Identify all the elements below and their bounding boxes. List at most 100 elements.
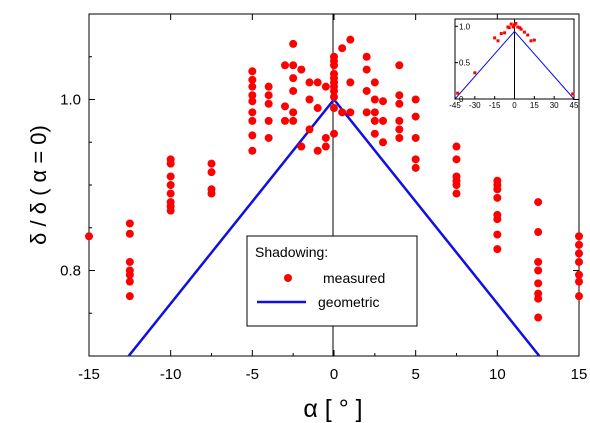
measured-point [370,78,379,87]
measured-point [362,65,371,74]
measured-point [452,155,461,164]
inset-measured-point [507,26,511,30]
x-tick-label: 15 [571,366,588,383]
measured-point [125,229,134,238]
measured-point [575,277,583,286]
measured-point [313,146,322,155]
measured-point [575,257,583,266]
legend-geometric-label: geometric [318,294,379,310]
measured-point [166,172,175,181]
inset-measured-point [499,32,503,36]
inset-x-tick-label: -15 [489,101,501,110]
measured-point [305,78,314,87]
measured-point [248,108,257,117]
measured-point [493,185,502,194]
measured-point [305,125,314,134]
x-tick-label: -15 [78,366,100,383]
measured-point [248,67,257,76]
legend-measured-marker [284,274,292,282]
inset-measured-point [514,21,518,25]
measured-point [346,78,355,87]
measured-point [575,249,583,258]
inset-geometric-line [454,30,575,100]
measured-point [281,102,289,111]
measured-point [264,116,273,125]
inset-measured-point [532,38,536,42]
x-tick-label: -10 [160,366,182,383]
legend-box [246,235,418,327]
measured-point [281,61,289,70]
measured-point [330,104,338,113]
inset-x-tick-label: 0 [512,101,517,110]
measured-point [575,270,583,279]
inset-x-tick-label: -45 [449,101,461,110]
x-tick-label: 10 [489,366,506,383]
measured-point [125,292,134,301]
x-tick-label: 5 [411,366,419,383]
x-tick-label: 0 [330,366,338,383]
measured-point [207,189,216,198]
inset-measured-point [496,39,500,43]
measured-point [248,131,257,140]
measured-point [534,266,543,275]
measured-point [321,82,330,91]
measured-point [452,181,461,189]
inset-measured-point [509,22,513,26]
inset-measured-point [503,31,507,35]
measured-point [395,91,404,100]
measured-point [289,39,298,48]
measured-point [575,232,583,241]
measured-point [166,181,175,189]
measured-point [534,313,543,322]
measured-point [330,92,338,101]
measured-point [493,193,502,202]
measured-point [370,129,379,138]
measured-point [248,97,257,106]
inset-measured-point [529,39,533,43]
inset-measured-point [516,25,520,29]
measured-point [362,108,371,117]
measured-point [297,142,306,151]
measured-point [125,277,134,286]
measured-point [534,257,543,266]
x-axis-label: α [ ° ] [303,395,362,423]
measured-point [125,257,134,266]
inset-y-tick-label: 1.0 [459,22,471,31]
y-axis-ticks: 0.8 1.0 [60,13,579,357]
measured-point [207,159,216,168]
x-tick-label: -5 [246,366,259,383]
y-tick-label: 0.8 [60,263,81,280]
measured-point [411,133,420,142]
inset-x-tick-label: 15 [530,101,539,110]
measured-point [330,86,338,95]
measured-point [411,95,420,104]
measured-point [346,108,355,117]
inset-measured-point [493,36,497,40]
measured-point [370,116,379,125]
measured-point [370,95,379,104]
measured-point [575,240,583,249]
measured-point [411,112,420,121]
measured-point [289,116,298,125]
y-tick-label: 1.0 [60,92,81,109]
measured-point [493,215,502,224]
measured-point [395,125,404,134]
measured-point [493,245,502,254]
measured-point [248,82,257,91]
inset-x-tick-label: 45 [570,101,579,110]
measured-point [125,219,134,228]
measured-point [534,279,543,288]
measured-point [534,228,543,237]
measured-point [207,168,216,177]
inset-measured-point [511,25,515,29]
measured-point [321,142,330,151]
measured-point [330,61,338,70]
measured-point [379,116,387,125]
measured-point [534,198,543,207]
measured-point [305,95,314,104]
measured-point [289,108,298,117]
measured-point [264,82,273,91]
inset-measured-point [519,27,523,31]
measured-point [166,206,175,215]
measured-point [338,108,347,117]
